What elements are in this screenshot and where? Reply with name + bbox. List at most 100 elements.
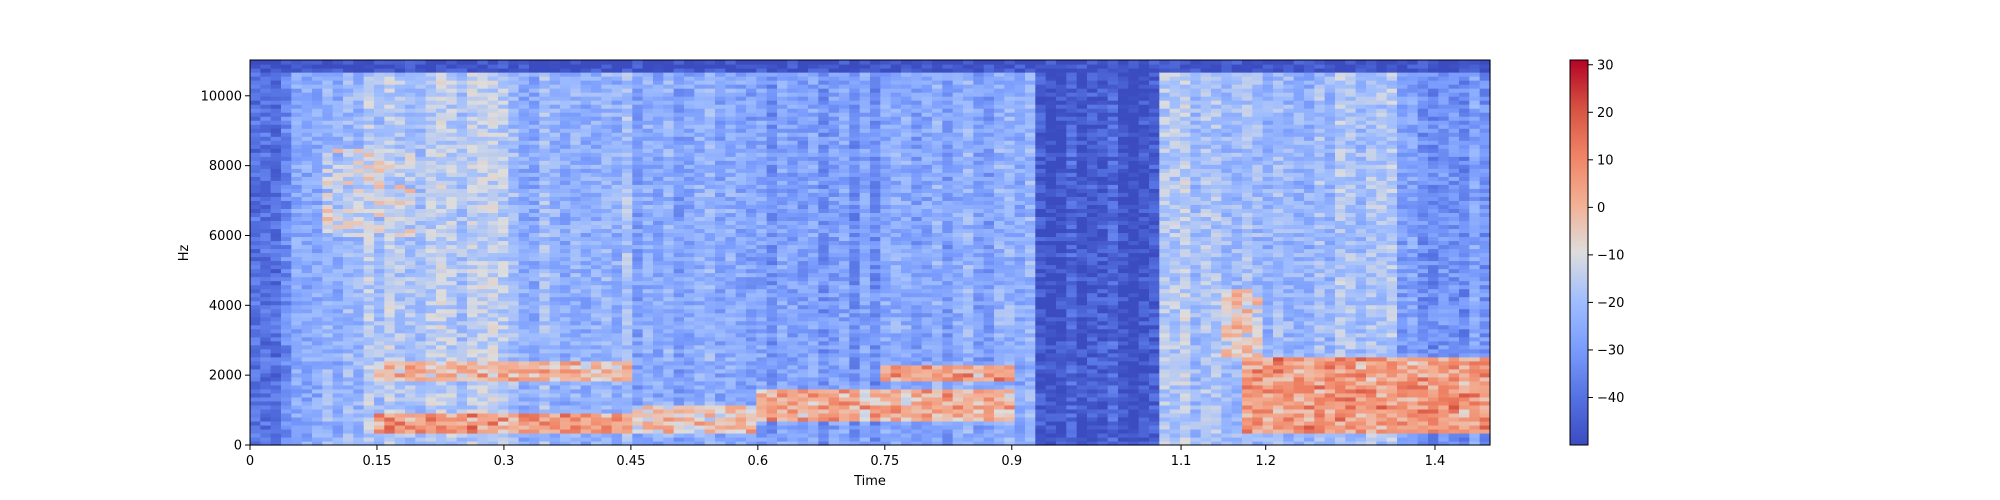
heatmap-cell [425, 172, 437, 177]
heatmap-cell [477, 72, 489, 77]
heatmap-cell [518, 312, 530, 318]
heatmap-cell [384, 240, 396, 246]
heatmap-cell [436, 160, 447, 165]
heatmap-cell [684, 276, 695, 282]
heatmap-cell [684, 188, 695, 193]
heatmap-cell [353, 424, 365, 430]
heatmap-cell [322, 164, 334, 169]
heatmap-cell [508, 352, 520, 358]
heatmap-cell [622, 236, 633, 242]
heatmap-cell [632, 80, 644, 85]
heatmap-cell [591, 348, 602, 354]
heatmap-cell [704, 140, 716, 145]
heatmap-cell [766, 68, 778, 73]
heatmap-cell [260, 408, 272, 414]
heatmap-cell [446, 236, 458, 242]
heatmap-cell [580, 388, 592, 394]
heatmap-cell [384, 320, 396, 326]
heatmap-cell [487, 180, 499, 185]
heatmap-cell [684, 88, 695, 93]
heatmap-cell [467, 200, 478, 205]
heatmap-cell [580, 72, 592, 77]
heatmap-cell [756, 140, 768, 145]
heatmap-cell [663, 264, 675, 270]
heatmap-cell [570, 192, 582, 197]
heatmap-cell [301, 428, 313, 434]
heatmap-cell [312, 400, 323, 406]
heatmap-cell [405, 196, 416, 201]
heatmap-cell [766, 148, 778, 153]
heatmap-cell [425, 160, 437, 165]
heatmap-cell [446, 312, 458, 318]
heatmap-cell [405, 272, 416, 278]
heatmap-cell [394, 352, 406, 358]
heatmap-cell [467, 380, 478, 386]
heatmap-cell [322, 416, 334, 422]
heatmap-cell [642, 372, 654, 378]
heatmap-cell [405, 360, 416, 366]
heatmap-cell [467, 240, 478, 246]
heatmap-cell [777, 336, 788, 342]
heatmap-cell [477, 236, 489, 242]
heatmap-cell [467, 112, 478, 117]
heatmap-cell [291, 168, 303, 173]
heatmap-cell [684, 104, 695, 109]
heatmap-cell [508, 244, 520, 250]
heatmap-cell [756, 172, 768, 177]
heatmap-cell [560, 404, 571, 410]
heatmap-cell [715, 168, 726, 173]
heatmap-cell [725, 88, 737, 93]
heatmap-cell [425, 232, 437, 238]
heatmap-cell [332, 272, 344, 278]
heatmap-cell [560, 336, 571, 342]
heatmap-cell [735, 412, 747, 418]
heatmap-cell [436, 76, 447, 81]
heatmap-cell [322, 404, 334, 410]
heatmap-cell [694, 236, 706, 242]
heatmap-cell [766, 344, 778, 350]
heatmap-cell [704, 92, 716, 97]
heatmap-cell [332, 332, 344, 338]
heatmap-cell [436, 272, 447, 278]
heatmap-cell [725, 216, 737, 222]
heatmap-cell [663, 288, 675, 294]
heatmap-cell [260, 148, 272, 153]
heatmap-cell [632, 192, 644, 197]
heatmap-cell [260, 112, 272, 117]
heatmap-cell [549, 240, 561, 246]
heatmap-cell [353, 300, 365, 306]
heatmap-cell [735, 208, 747, 213]
heatmap-cell [529, 64, 540, 69]
heatmap-cell [622, 256, 633, 262]
heatmap-cell [756, 152, 768, 157]
heatmap-cell [291, 164, 303, 169]
heatmap-cell [508, 88, 520, 93]
heatmap-cell [549, 372, 561, 378]
heatmap-cell [632, 220, 644, 226]
heatmap-cell [611, 168, 623, 173]
heatmap-cell [415, 348, 427, 354]
heatmap-cell [777, 236, 788, 242]
heatmap-cell [632, 104, 644, 109]
heatmap-cell [281, 392, 292, 398]
heatmap-cell [312, 368, 323, 374]
heatmap-cell [281, 412, 292, 418]
heatmap-cell [425, 272, 437, 278]
heatmap-cell [343, 68, 354, 73]
heatmap-cell [642, 268, 654, 274]
heatmap-cell [498, 84, 509, 89]
heatmap-cell [363, 272, 375, 278]
heatmap-cell [766, 440, 778, 446]
heatmap-cell [384, 172, 396, 177]
heatmap-cell [446, 360, 458, 366]
heatmap-cell [270, 76, 282, 81]
heatmap-cell [332, 128, 344, 133]
heatmap-cell [467, 108, 478, 113]
heatmap-cell [436, 440, 447, 446]
heatmap-cell [632, 204, 644, 209]
heatmap-cell [281, 84, 292, 89]
heatmap-cell [560, 320, 571, 326]
heatmap-cell [704, 228, 716, 234]
heatmap-cell [312, 76, 323, 81]
heatmap-cell [477, 168, 489, 173]
